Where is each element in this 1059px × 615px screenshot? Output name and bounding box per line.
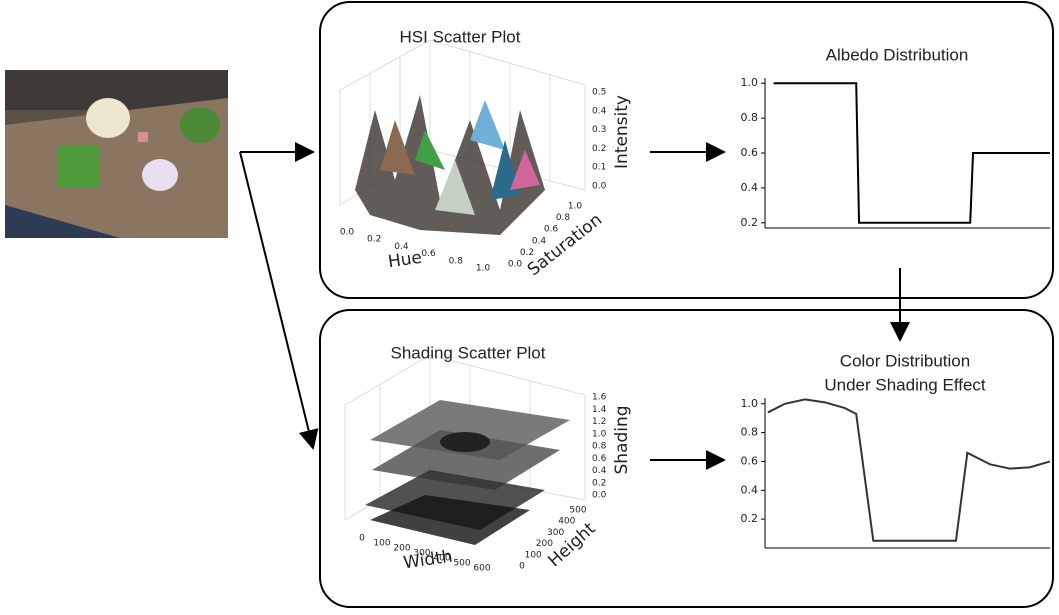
x-tick-label: 0 xyxy=(359,534,365,544)
x-tick-label: 600 xyxy=(473,564,490,574)
y-tick-label: 0.8 xyxy=(556,213,571,223)
y-tick-label: 0.2 xyxy=(520,248,534,258)
z-tick-label: 0.0 xyxy=(592,182,607,192)
y-tick-label: 0.8 xyxy=(741,111,759,124)
y-tick-label: 0.2 xyxy=(741,216,759,229)
z-tick-label: 0.4 xyxy=(592,106,607,116)
z-tick-label: 0.4 xyxy=(592,466,607,476)
y-tick-label: 1.0 xyxy=(741,76,759,89)
z-tick-label: 1.4 xyxy=(592,405,607,415)
y-tick-label: 0.0 xyxy=(508,260,523,270)
x-tick-label: 0.6 xyxy=(421,249,436,259)
z-tick-label: 0.8 xyxy=(592,442,607,452)
y-tick-label: 0.6 xyxy=(544,225,559,235)
y-tick-label: 100 xyxy=(525,550,542,560)
input-photo xyxy=(5,70,228,238)
plot-title: Shading Scatter Plot xyxy=(391,343,546,362)
x-tick-label: 0.0 xyxy=(340,228,355,238)
y-tick-label: 0.6 xyxy=(741,146,759,159)
y-tick-label: 300 xyxy=(547,528,564,538)
data-line xyxy=(768,399,1050,540)
z-tick-label: 1.0 xyxy=(592,429,607,439)
x-tick-label: 100 xyxy=(373,539,390,549)
plot-title: HSI Scatter Plot xyxy=(400,27,521,46)
z-axis-label: Shading xyxy=(612,405,632,474)
z-tick-label: 1.2 xyxy=(592,417,606,427)
z-axis-label: Intensity xyxy=(612,95,632,169)
z-tick-label: 0.0 xyxy=(592,491,607,501)
data-line xyxy=(774,83,1050,223)
y-tick-label: 400 xyxy=(558,517,575,527)
chart-title: Color Distribution xyxy=(840,351,970,370)
y-tick-label: 0.6 xyxy=(741,454,759,467)
y-tick-label: 0 xyxy=(519,562,525,572)
hsi-scatter-cloud xyxy=(340,40,585,235)
chart-title: Under Shading Effect xyxy=(824,375,986,394)
z-tick-label: 1.6 xyxy=(592,393,607,403)
z-tick-label: 0.2 xyxy=(592,478,606,488)
z-tick-label: 0.6 xyxy=(592,454,607,464)
z-tick-label: 0.3 xyxy=(592,125,606,135)
z-tick-label: 0.2 xyxy=(592,144,606,154)
y-tick-label: 1.0 xyxy=(568,202,583,212)
y-tick-label: 1.0 xyxy=(741,397,759,410)
y-tick-label: 0.4 xyxy=(532,236,547,246)
x-tick-label: 0.8 xyxy=(449,256,464,266)
x-tick-label: 1.0 xyxy=(476,264,491,274)
y-tick-label: 0.4 xyxy=(741,181,759,194)
y-tick-label: 200 xyxy=(536,539,553,549)
x-tick-label: 0.2 xyxy=(367,235,381,245)
y-tick-label: 0.2 xyxy=(741,512,759,525)
chart-title: Albedo Distribution xyxy=(826,45,969,64)
x-tick-label: 500 xyxy=(453,559,470,569)
x-axis-label: Hue xyxy=(387,248,423,273)
shading-scatter-cloud xyxy=(345,355,585,545)
diagram: HSI Scatter Plot0.00.20.40.60.81.0Hue0.0… xyxy=(0,0,1059,611)
y-tick-label: 0.8 xyxy=(741,426,759,439)
z-tick-label: 0.1 xyxy=(592,163,606,173)
y-tick-label: 0.4 xyxy=(741,483,759,496)
arrows xyxy=(240,152,900,460)
z-tick-label: 0.5 xyxy=(592,88,606,98)
y-tick-label: 500 xyxy=(569,506,586,516)
